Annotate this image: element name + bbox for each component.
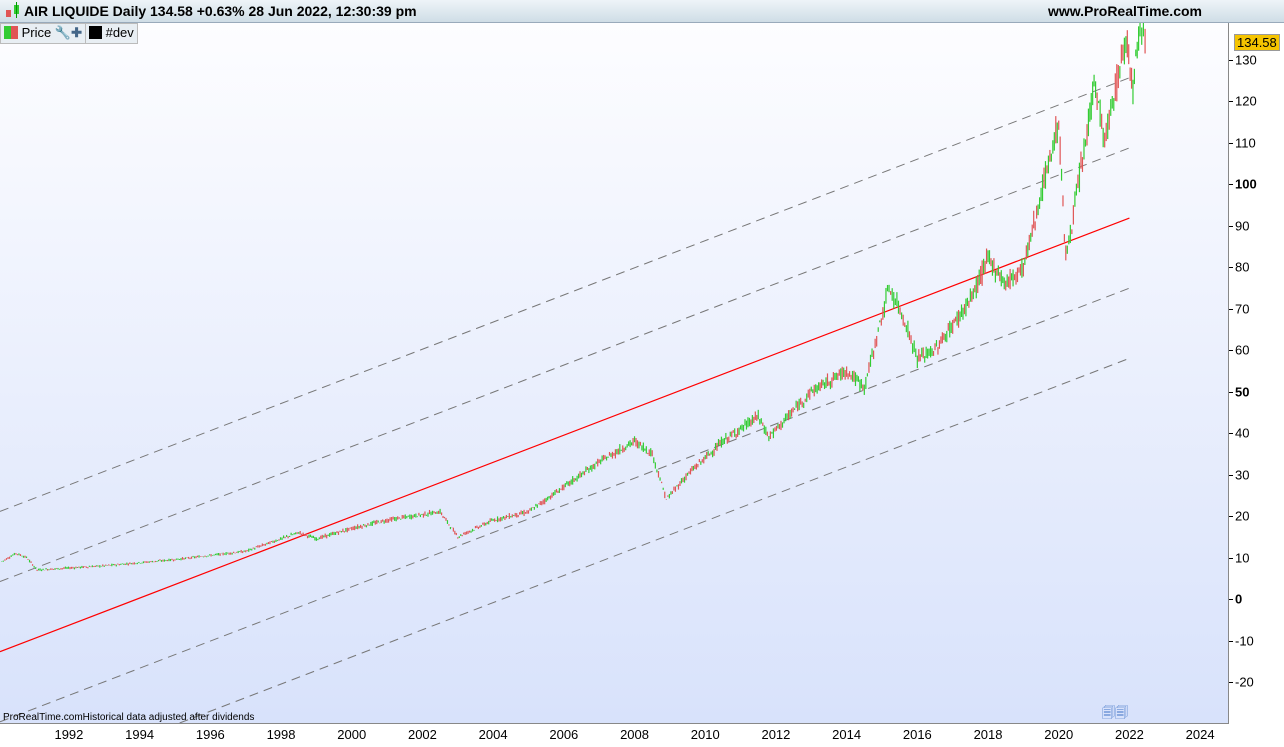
y-tick [1229, 101, 1233, 102]
x-tick-label: 2008 [620, 727, 649, 742]
x-tick-label: 2004 [478, 727, 508, 742]
y-tick [1229, 474, 1233, 476]
y-tick-label: 80 [1235, 259, 1250, 275]
candlestick-icon [6, 2, 19, 18]
y-tick-label: 10 [1235, 550, 1250, 565]
price-legend-item[interactable]: Price 🔧✚ [1, 24, 85, 43]
chart-title: AIR LIQUIDE Daily 134.58 +0.63% 28 Jun 2… [24, 3, 417, 19]
dev-label: #dev [105, 25, 134, 40]
x-tick-label: 2024 [1185, 727, 1215, 742]
x-tick-label: 2012 [761, 727, 791, 742]
y-tick-label: 100 [1235, 176, 1257, 192]
y-tick [1229, 516, 1233, 517]
y-tick-label: 120 [1235, 93, 1257, 109]
x-tick-label: 2020 [1044, 727, 1074, 742]
y-tick-label: 20 [1235, 508, 1250, 524]
price-label: Price [21, 25, 52, 40]
y-tick-label: 40 [1235, 425, 1250, 441]
y-tick [1229, 59, 1233, 61]
y-tick [1229, 225, 1233, 227]
x-tick-label: 2006 [549, 727, 579, 742]
y-tick [1229, 308, 1233, 310]
x-tick-label: 1994 [125, 727, 155, 742]
x-tick-label: 2016 [902, 727, 932, 742]
y-tick [1229, 350, 1233, 351]
price-chart [0, 23, 1146, 723]
y-tick [1229, 557, 1233, 559]
y-tick-label: -10 [1235, 633, 1254, 648]
y-tick-label: -20 [1235, 674, 1254, 690]
wrench-icon[interactable]: 🔧 [54, 25, 72, 40]
legend: Price 🔧✚ #dev [0, 23, 138, 44]
y-tick [1229, 391, 1233, 393]
x-tick-label: 2010 [690, 727, 720, 742]
y-tick-label: 0 [1235, 591, 1243, 607]
channel-line [0, 77, 1130, 512]
y-axis[interactable]: 130 120 110 100 90 80 70 60 50 40 30 20 10 0 -10 -20 [1229, 23, 1284, 723]
y-tick [1229, 142, 1233, 144]
y-tick-label: 30 [1235, 467, 1250, 482]
channel-line [0, 287, 1130, 723]
x-tick-label: 2000 [337, 727, 367, 742]
x-axis[interactable]: 1992 1994 1996 1998 2000 2002 2004 2006 2008 2010… [0, 724, 1229, 747]
plot-area[interactable] [0, 23, 1229, 724]
x-tick-label: 1992 [54, 727, 84, 742]
y-tick-label: 50 [1235, 384, 1250, 399]
y-tick-label: 130 [1235, 52, 1257, 67]
plus-icon[interactable]: ✚ [71, 25, 82, 40]
y-tick-label: 110 [1235, 135, 1256, 150]
footnote: ProRealTime.comHistorical data adjusted … [3, 712, 255, 723]
last-price-badge: 134.58 [1234, 34, 1280, 51]
x-tick-label: 2018 [973, 727, 1003, 742]
y-tick [1229, 599, 1233, 600]
y-tick [1229, 433, 1233, 434]
y-tick [1229, 184, 1233, 185]
x-tick-label: 1996 [195, 727, 225, 742]
channel-line [0, 147, 1130, 583]
regression-line [0, 217, 1130, 653]
x-tick-label: 2014 [832, 727, 862, 742]
y-tick-label: 90 [1235, 218, 1250, 233]
dev-color-icon [88, 26, 102, 39]
x-tick-label: 2002 [407, 727, 437, 742]
y-tick-label: 70 [1235, 301, 1250, 316]
y-tick-label: 60 [1235, 342, 1250, 358]
y-tick [1229, 267, 1233, 268]
y-tick [1229, 682, 1233, 683]
site-label[interactable]: www.ProRealTime.com [1047, 3, 1202, 19]
x-tick-label: 2022 [1114, 727, 1144, 742]
y-tick [1229, 640, 1233, 642]
copy-icons[interactable]: 🗐🗐 [1102, 705, 1128, 720]
x-tick-label: 1998 [266, 727, 296, 742]
dev-legend-item[interactable]: #dev [84, 24, 137, 43]
channel-line [179, 357, 1130, 723]
price-color-icon [4, 26, 18, 39]
title-bar: AIR LIQUIDE Daily 134.58 +0.63% 28 Jun 2… [0, 0, 1284, 23]
